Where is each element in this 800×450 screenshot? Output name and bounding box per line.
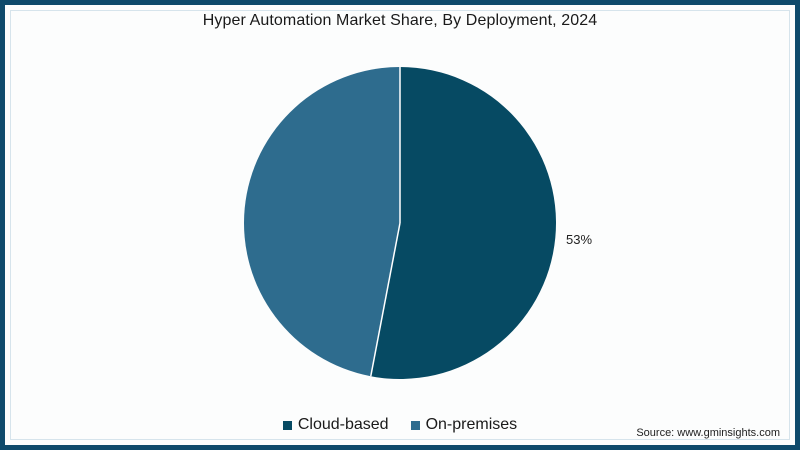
pie-slice-cloud-based — [370, 67, 557, 380]
legend: Cloud-based On-premises — [0, 416, 800, 434]
legend-item-on-premises[interactable]: On-premises — [410, 416, 518, 434]
legend-swatch-icon — [410, 420, 420, 430]
source-note: Source: www.gminsights.com — [636, 427, 780, 439]
legend-swatch-icon — [282, 420, 292, 430]
chart-title: Hyper Automation Market Share, By Deploy… — [202, 12, 598, 29]
legend-item-cloud-based[interactable]: Cloud-based — [282, 416, 389, 434]
pie-slice-on-premises — [244, 67, 400, 377]
legend-label: Cloud-based — [297, 416, 389, 433]
data-label-cloud-based: 53% — [566, 232, 593, 247]
legend-label: On-premises — [425, 416, 518, 433]
slice-separator — [370, 222, 401, 377]
